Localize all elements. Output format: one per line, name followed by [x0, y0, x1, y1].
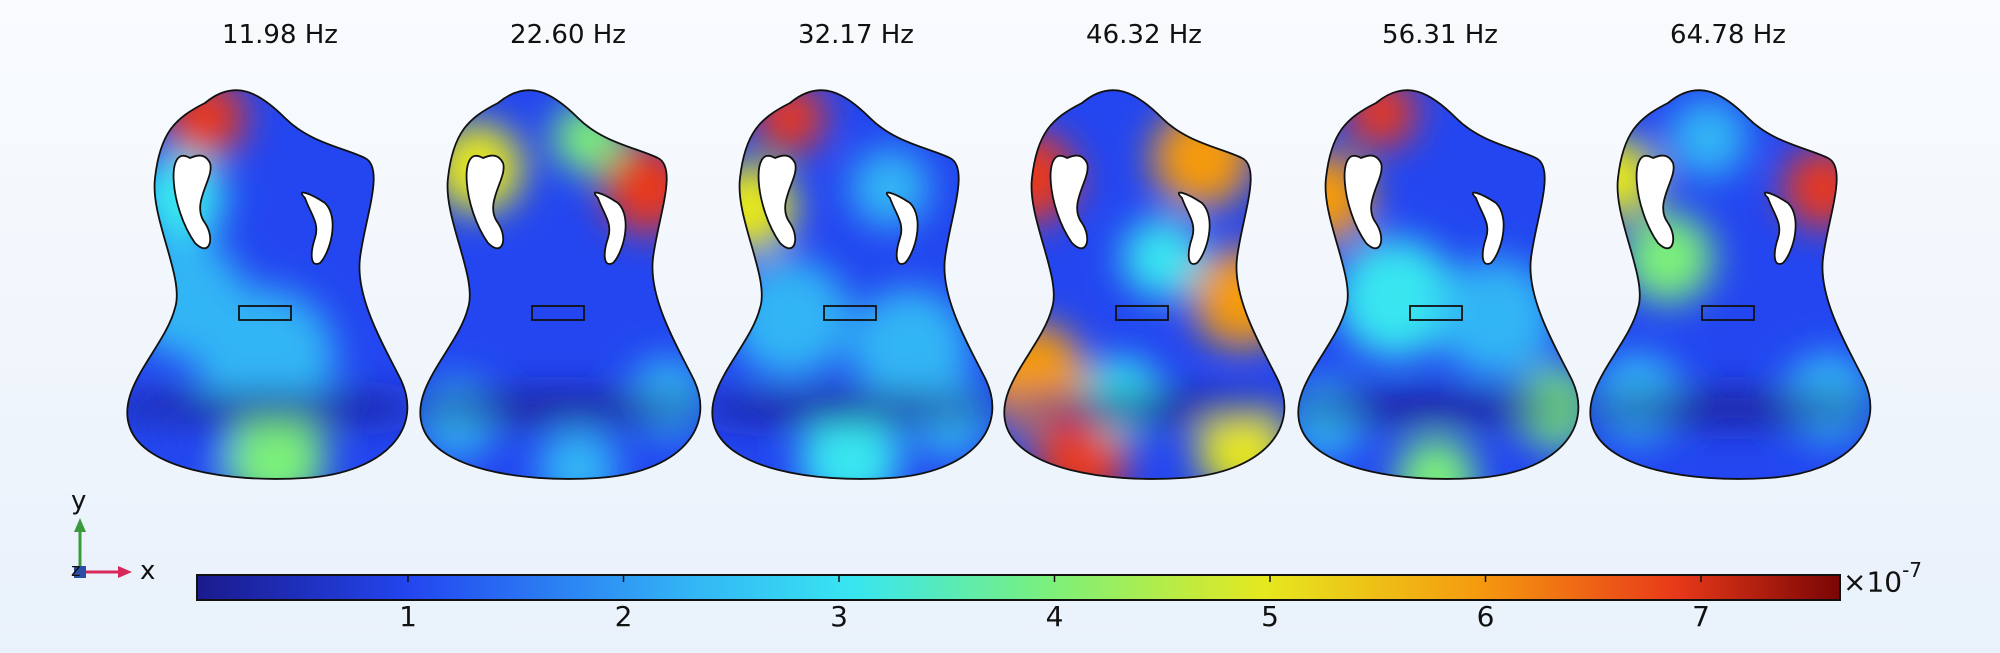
mode-4-frequency: 46.32 Hz [1086, 20, 1202, 50]
mode-1-frequency: 11.98 Hz [222, 20, 338, 50]
colorbar-tick-5: 5 [1261, 600, 1279, 633]
colorbar-tick-6: 6 [1476, 600, 1495, 633]
colorbar-tick-2: 2 [614, 600, 633, 633]
colorbar-tick-3: 3 [830, 600, 848, 633]
mode-3-frequency: 32.17 Hz [798, 20, 914, 50]
mode-2-frequency: 22.60 Hz [510, 20, 626, 50]
mode-shape-4 [1003, 89, 1286, 480]
axis-triad [74, 518, 132, 578]
mode-shape-6 [1589, 89, 1872, 480]
colorbar-tick-1: 1 [399, 600, 417, 633]
colorbar-tick-4: 4 [1045, 600, 1064, 633]
mode-shape-1 [126, 89, 409, 480]
colorbar-tick-7: 7 [1692, 600, 1710, 633]
colorbar-multiplier: ×10-7 [1843, 558, 1923, 599]
axis-z-label: z [71, 560, 81, 581]
mode-shape-2 [419, 89, 702, 480]
colorbar [196, 574, 1841, 601]
mode-6-frequency: 64.78 Hz [1670, 20, 1786, 50]
mode-shape-3 [711, 89, 994, 480]
axis-y-label: y [71, 486, 87, 516]
mode-shape-5 [1297, 89, 1580, 480]
mode-5-frequency: 56.31 Hz [1382, 20, 1498, 50]
axis-x-label: x [140, 556, 156, 586]
